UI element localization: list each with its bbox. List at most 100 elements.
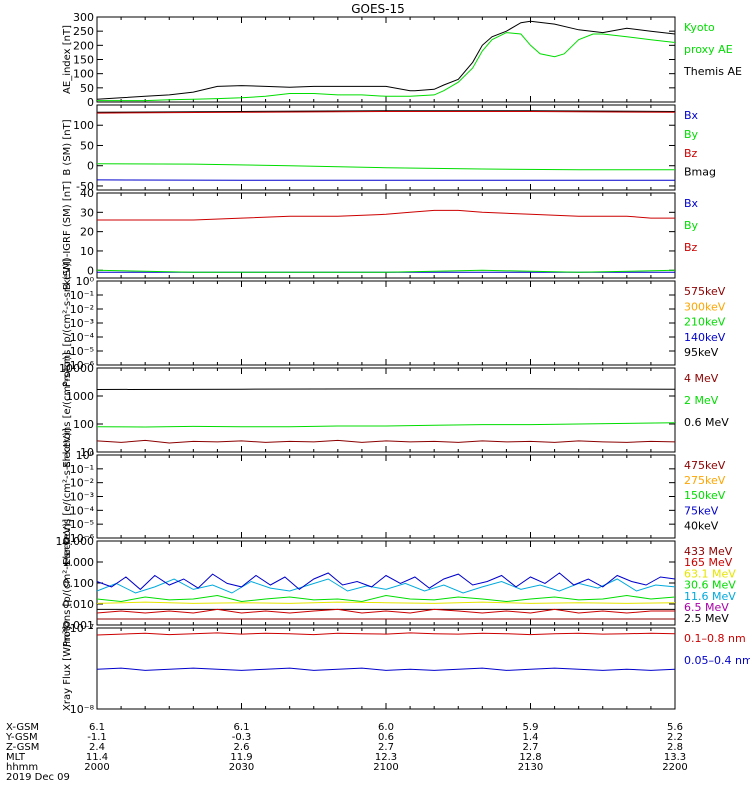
y-axis-label: Protons [p/(cm²-s-sr-keV)] <box>62 259 73 387</box>
ephem-value: -0.3 <box>232 732 252 743</box>
ephem-value: 1.4 <box>523 732 539 743</box>
ephem-value: 2.2 <box>667 732 683 743</box>
ephem-value: 2030 <box>229 762 254 773</box>
y-tick-label: 10⁻³ <box>70 491 94 504</box>
ephem-row-label: hhmm <box>6 762 38 773</box>
legend-entry: 2.5 MeV <box>684 612 729 625</box>
y-tick-label: 10⁻⁶ <box>70 532 95 545</box>
y-tick-label: 10⁻¹ <box>70 463 94 476</box>
y-tick-label: 40 <box>80 187 94 200</box>
ephem-row-label: MLT <box>6 752 26 763</box>
legend-entry: 140keV <box>684 331 726 344</box>
y-tick-label: 300 <box>73 11 94 24</box>
panel-frame <box>96 280 676 366</box>
y-tick-label: 10⁻⁵ <box>70 518 94 531</box>
ephem-value: 2200 <box>662 762 687 773</box>
y-tick-label: 1.000 <box>63 556 95 569</box>
series-6-5-mev <box>96 608 675 614</box>
legend-entry: Bx <box>684 109 699 122</box>
y-tick-label: 0 <box>87 96 94 109</box>
series-11-6-mev <box>96 578 676 594</box>
legend-entry: 63.1 MeV <box>684 567 736 580</box>
legend-entry: 6.5 MeV <box>684 601 729 614</box>
y-axis-label: Electrons [e/(cm²-s-sr)] <box>62 352 73 468</box>
series-0-05-0-4-nm <box>96 667 676 671</box>
legend-entry: 40keV <box>684 519 719 532</box>
ephem-value: 0.6 <box>378 732 394 743</box>
y-tick-label: 100 <box>73 119 94 132</box>
y-tick-label: 10⁰ <box>76 449 95 462</box>
legend-entry: 165 MeV <box>684 556 733 569</box>
y-tick-label: 10⁰ <box>76 275 95 288</box>
ephem-value: 2.6 <box>234 742 250 753</box>
legend-entry: Bz <box>684 241 698 254</box>
ephem-value: 2.4 <box>89 742 105 753</box>
legend-entry: Bz <box>684 147 698 160</box>
legend-entry: 433 MeV <box>684 545 733 558</box>
y-tick-label: 0 <box>87 264 94 277</box>
y-tick-label: 10⁻⁶ <box>70 359 95 372</box>
y-axis-label: Xray Flux [W/m²] <box>62 626 73 711</box>
legend-entry: By <box>684 128 699 141</box>
ephem-value: -1.1 <box>87 732 107 743</box>
ephem-value: 12.3 <box>375 752 397 763</box>
legend-entry: 210keV <box>684 316 726 329</box>
series-30-6-mev <box>96 594 676 603</box>
series-by <box>96 163 675 171</box>
y-tick-label: 10⁻² <box>70 303 94 316</box>
legend-entry: 2 MeV <box>684 394 719 407</box>
ephem-row-label: Y-GSM <box>5 732 38 743</box>
series-63-1-mev <box>96 601 676 604</box>
ephem-row-label: Z-GSM <box>6 742 39 753</box>
y-tick-label: 10⁻⁴ <box>70 504 95 517</box>
y-tick-label: 30 <box>80 206 94 219</box>
y-tick-label: 10.000 <box>56 535 95 548</box>
legend-entry: 275keV <box>684 474 726 487</box>
ephem-value: 2.7 <box>378 742 394 753</box>
series-bz <box>96 111 676 114</box>
series-bz <box>97 209 675 221</box>
ephem-value: 2100 <box>373 762 398 773</box>
ephem-value: 5.6 <box>667 722 683 733</box>
legend-entry: 75keV <box>684 504 719 517</box>
legend-entry: 11.6 MeV <box>684 590 736 603</box>
series-bmag <box>96 110 676 113</box>
legend-entry: 150keV <box>684 489 726 502</box>
legend-entry: By <box>684 219 699 232</box>
ephem-value: 13.3 <box>664 752 686 763</box>
legend-entry: 30.6 MeV <box>684 579 736 592</box>
legend-entry: Kyoto <box>684 21 715 34</box>
y-tick-label: 0.100 <box>63 577 95 590</box>
legend-entry: 575keV <box>684 285 726 298</box>
y-tick-label: -50 <box>76 180 94 193</box>
legend-entry: 4 MeV <box>684 372 719 385</box>
y-tick-label: 50 <box>80 139 94 152</box>
ephem-date: 2019 Dec 09 <box>6 772 70 783</box>
legend-entry: 0.1–0.8 nm <box>684 632 746 645</box>
series-0-6-mev <box>96 388 676 390</box>
legend-entry: Bx <box>684 197 699 210</box>
figure-title: GOES-15 <box>351 2 405 16</box>
y-tick-label: 20 <box>80 226 94 239</box>
y-tick-label: 10 <box>80 446 94 459</box>
y-tick-label: 10⁻¹ <box>70 289 94 302</box>
y-tick-label: 1000 <box>66 390 94 403</box>
ephem-value: 2.8 <box>667 742 683 753</box>
y-tick-label: 0 <box>87 160 94 173</box>
legend-entry: 300keV <box>684 300 726 313</box>
ephem-value: 2130 <box>518 762 543 773</box>
y-tick-label: 200 <box>73 39 94 52</box>
series-themis-ae <box>96 20 676 100</box>
y-tick-label: 100 <box>73 418 94 431</box>
y-tick-label: 10⁻² <box>70 477 94 490</box>
y-tick-label: 0.001 <box>63 619 95 632</box>
panel-frame <box>96 192 676 279</box>
y-axis-label: B (SM) [nT] <box>62 119 73 175</box>
